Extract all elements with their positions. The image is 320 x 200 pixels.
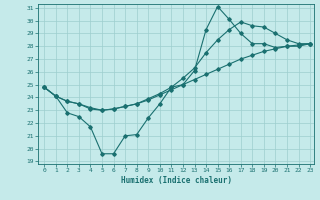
X-axis label: Humidex (Indice chaleur): Humidex (Indice chaleur): [121, 176, 231, 185]
